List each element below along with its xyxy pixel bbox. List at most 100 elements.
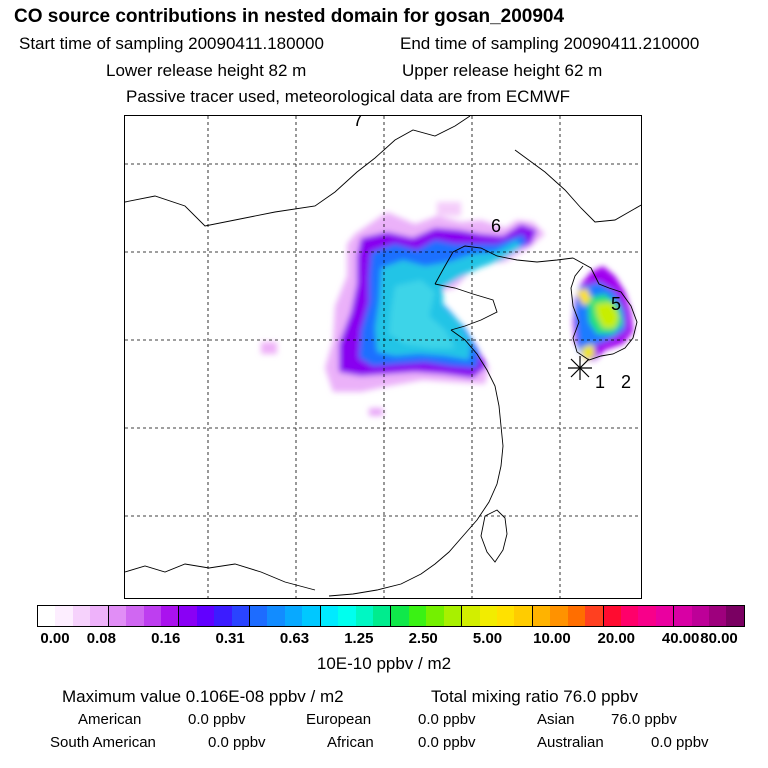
australian-value: 0.0 ppbv [651, 734, 709, 751]
colorbar-segment [338, 606, 356, 626]
colorbar-tick-label: 0.63 [279, 630, 310, 647]
colorbar-segment [391, 606, 409, 626]
colorbar-segment [160, 606, 180, 626]
colorbar-segment [638, 606, 656, 626]
site-labels: 1 2 5 6 7 [353, 116, 631, 392]
colorbar-segment [462, 606, 480, 626]
coastlines [125, 116, 641, 597]
colorbar-segment [620, 606, 639, 626]
site-label-5: 5 [611, 294, 621, 314]
colorbar-segment [726, 606, 744, 626]
colorbar-tick-label: 5.00 [472, 630, 503, 647]
colorbar [37, 605, 745, 627]
site-label-2: 2 [621, 372, 631, 392]
plume-cyan-light [389, 280, 455, 348]
korea-hotspot [577, 288, 591, 306]
south-american-label: South American [50, 734, 156, 751]
colorbar-segment [196, 606, 215, 626]
european-label: European [306, 711, 372, 728]
african-label: African [327, 734, 374, 751]
tracer-note: Passive tracer used, meteorological data… [126, 87, 571, 106]
colorbar-segment [426, 606, 444, 626]
chart-title: CO source contributions in nested domain… [14, 6, 565, 27]
china-east-coast [328, 329, 504, 597]
korea-yellow [595, 302, 619, 328]
upper-release-height: Upper release height 62 m [402, 61, 603, 80]
colorbar-segment [302, 606, 321, 626]
colorbar-tick-label: 10.00 [533, 630, 571, 647]
korea-coast [570, 257, 638, 361]
colorbar-segment [479, 606, 497, 626]
colorbar-segment [585, 606, 604, 626]
asian-value: 76.0 ppbv [611, 711, 677, 728]
site-label-6: 6 [491, 216, 501, 236]
australian-label: Australian [537, 734, 604, 751]
blob-far-west [261, 342, 277, 354]
site-label-7: 7 [353, 116, 363, 130]
border-north [125, 116, 471, 227]
colorbar-segment [284, 606, 303, 626]
colorbar-segment [250, 606, 268, 626]
colorbar-tick-label: 0.31 [215, 630, 245, 647]
plume-layer [261, 202, 633, 416]
colorbar-segment [373, 606, 392, 626]
colorbar-tick-label: 80.00 [700, 630, 738, 647]
colorbar-segment [550, 606, 568, 626]
start-time: Start time of sampling 20090411.180000 [19, 34, 324, 53]
bohai-coast [434, 245, 574, 285]
blob-north [437, 202, 461, 216]
lower-release-height: Lower release height 82 m [106, 61, 307, 80]
gosan-site-marker [568, 356, 592, 380]
bohai-inner [434, 283, 498, 331]
colorbar-tick-label: 20.00 [597, 630, 636, 647]
colorbar-segment [514, 606, 533, 626]
colorbar-segment [179, 606, 197, 626]
colorbar-segment [655, 606, 675, 626]
map-plot: 1 2 5 6 7 [124, 115, 642, 599]
colorbar-segment [355, 606, 374, 626]
taiwan [480, 509, 508, 563]
colorbar-tick-label: 40.00 [661, 630, 700, 647]
colorbar-segment [496, 606, 515, 626]
colorbar-segment [38, 606, 56, 626]
blob-south [369, 408, 383, 416]
colorbar-segment [691, 606, 710, 626]
colorbar-segment [408, 606, 427, 626]
colorbar-tick-label: 0.08 [86, 630, 116, 647]
european-value: 0.0 ppbv [418, 711, 476, 728]
colorbar-segment [231, 606, 251, 626]
total-mixing-ratio: Total mixing ratio 76.0 ppbv [431, 687, 638, 706]
colorbar-segment [72, 606, 91, 626]
site-label-1: 1 [595, 372, 605, 392]
asian-label: Asian [537, 711, 575, 728]
south-american-value: 0.0 ppbv [208, 734, 266, 751]
colorbar-segment [709, 606, 727, 626]
african-value: 0.0 ppbv [418, 734, 476, 751]
colorbar-segment [108, 606, 127, 626]
colorbar-tick-label: 2.50 [408, 630, 438, 647]
grid-lines [125, 116, 641, 598]
colorbar-tick-label: 1.25 [344, 630, 374, 647]
colorbar-segment [55, 606, 73, 626]
korea-south-hotspot [581, 344, 595, 360]
end-time: End time of sampling 20090411.210000 [400, 34, 700, 53]
colorbar-segment [603, 606, 621, 626]
max-value: Maximum value 0.106E-08 ppbv / m2 [62, 687, 344, 706]
river-inland [125, 563, 316, 591]
colorbar-segment [267, 606, 285, 626]
colorbar-segment [443, 606, 463, 626]
colorbar-tick-label: 0.16 [151, 630, 181, 647]
colorbar-segment [126, 606, 144, 626]
colorbar-unit: 10E-10 ppbv / m2 [316, 654, 452, 673]
colorbar-segment [90, 606, 109, 626]
border-northeast [514, 149, 641, 223]
map-svg: 1 2 5 6 7 [125, 116, 641, 598]
colorbar-segment [532, 606, 551, 626]
american-value: 0.0 ppbv [188, 711, 246, 728]
colorbar-segment [143, 606, 161, 626]
colorbar-segment [320, 606, 339, 626]
colorbar-tick-label: 0.00 [40, 630, 70, 647]
colorbar-segment [214, 606, 232, 626]
colorbar-segment [674, 606, 692, 626]
colorbar-segment [567, 606, 586, 626]
